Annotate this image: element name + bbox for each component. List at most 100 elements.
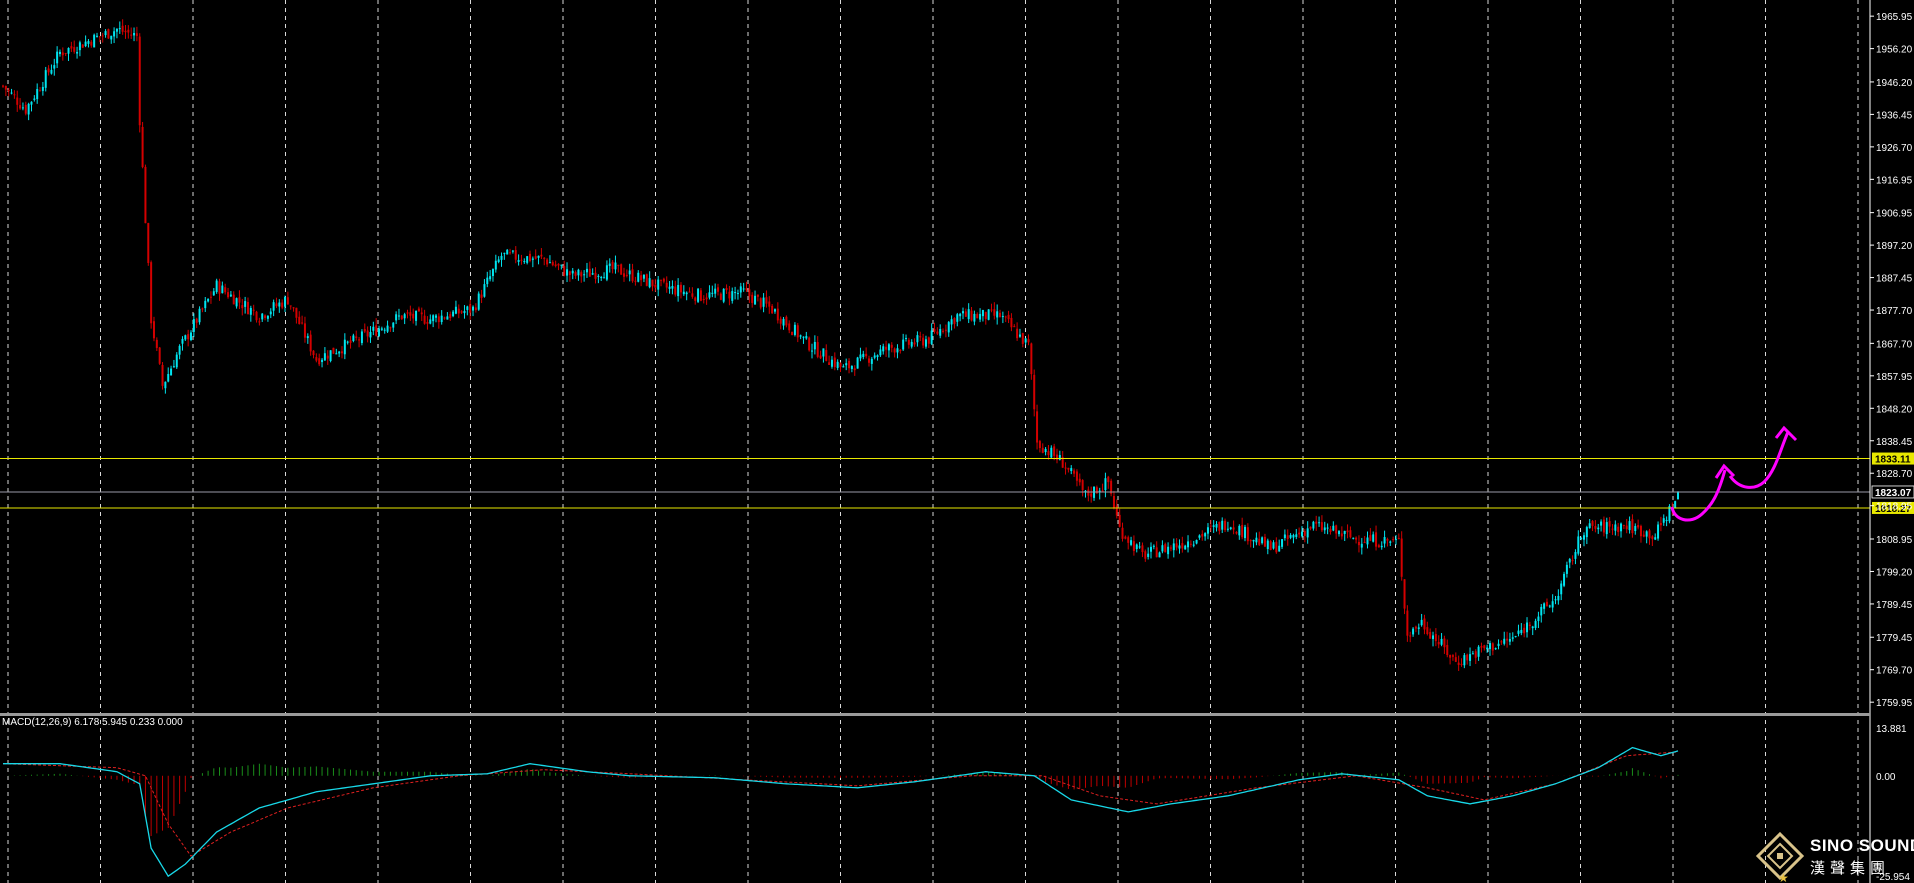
candle-body — [1406, 610, 1409, 636]
candle-body — [511, 250, 514, 252]
candle-body — [591, 273, 594, 275]
candle-body — [246, 302, 249, 315]
macd-y-tick-label: 13.881 — [1876, 724, 1907, 735]
candle-body — [1372, 534, 1375, 542]
candle-body — [560, 264, 563, 266]
candle-body — [1064, 467, 1067, 469]
candle-body — [833, 357, 836, 367]
candle-body — [742, 288, 745, 290]
y-tick-label: 1789.45 — [1876, 600, 1913, 611]
candle-body — [956, 314, 959, 322]
candle-body — [1303, 531, 1306, 536]
candle-body — [312, 350, 315, 356]
candle-body — [1095, 487, 1098, 494]
macd-axis: 13.881 0.00 -25.954 — [1876, 724, 1910, 883]
candle-body — [1580, 538, 1583, 540]
candle-body — [1053, 446, 1056, 456]
candle-body — [856, 357, 859, 369]
candle-body — [241, 305, 244, 309]
candle-body — [383, 329, 386, 331]
candle-body — [517, 260, 520, 262]
candle-body — [1115, 505, 1118, 516]
candle-body — [1167, 546, 1170, 555]
candle-body — [1084, 490, 1087, 492]
y-tick-label: 1887.45 — [1876, 274, 1913, 285]
candle-body — [204, 300, 207, 309]
candle-body — [1394, 539, 1397, 541]
candle-body — [585, 268, 588, 273]
candle-body — [1645, 531, 1648, 537]
candle-body — [346, 341, 349, 343]
candle-body — [1041, 447, 1044, 453]
candle-body — [58, 51, 61, 55]
candle-body — [1503, 638, 1506, 644]
candle-body — [628, 270, 631, 275]
candle-body — [1375, 532, 1378, 547]
candle-body — [73, 47, 76, 52]
candle-body — [691, 293, 694, 297]
candle-body — [1429, 632, 1432, 639]
candle-body — [261, 313, 264, 320]
candle-body — [594, 272, 597, 279]
candle-body — [1514, 636, 1517, 638]
candle-body — [326, 355, 329, 359]
candle-body — [1258, 538, 1261, 545]
candle-body — [172, 366, 175, 368]
candle-body — [1187, 541, 1190, 548]
candle-body — [1423, 618, 1426, 630]
panel-separator — [0, 713, 1870, 716]
candle-body — [1309, 526, 1312, 529]
candle-body — [1118, 514, 1121, 527]
candle-body — [1543, 603, 1546, 609]
candle-body — [1631, 519, 1634, 534]
candle-body — [571, 270, 574, 274]
candle-body — [1201, 533, 1204, 537]
candle-body — [93, 34, 96, 48]
candle-body — [389, 327, 392, 329]
candle-body — [850, 366, 853, 369]
candle-body — [1523, 627, 1526, 634]
lower-support-label: 1818.27 — [1875, 504, 1912, 515]
candle-body — [1204, 533, 1207, 537]
candle-body — [933, 329, 936, 332]
candle-body — [201, 308, 204, 310]
candle-body — [1209, 525, 1212, 527]
candle-body — [363, 329, 366, 332]
candle-body — [443, 317, 446, 319]
candle-body — [195, 318, 198, 323]
candle-body — [1403, 579, 1406, 609]
candle-body — [853, 368, 856, 371]
candle-body — [999, 312, 1002, 318]
candle-body — [1545, 601, 1548, 607]
candle-body — [734, 292, 737, 294]
candle-body — [432, 315, 435, 322]
candle-body — [412, 313, 415, 319]
candle-body — [1158, 552, 1161, 558]
candle-body — [751, 294, 754, 303]
candle-body — [275, 303, 278, 307]
candle-body — [150, 262, 153, 324]
candle-body — [1554, 599, 1557, 601]
candle-body — [1121, 527, 1124, 539]
candle-body — [67, 47, 70, 54]
candle-body — [1013, 326, 1016, 328]
candle-body — [1469, 654, 1472, 661]
candle-body — [1597, 527, 1600, 530]
candle-body — [947, 322, 950, 333]
candle-body — [811, 350, 814, 352]
forecast-arrowhead-2 — [1774, 425, 1798, 442]
candle-body — [2, 85, 4, 87]
candle-body — [828, 362, 831, 365]
candle-body — [41, 86, 44, 91]
candle-body — [890, 344, 893, 348]
candle-body — [235, 298, 238, 307]
candle-body — [1261, 537, 1264, 544]
candle-body — [1252, 540, 1255, 542]
candle-body — [899, 349, 902, 351]
candle-body — [1147, 553, 1150, 557]
candle-body — [1540, 606, 1543, 616]
y-tick-label: 1769.70 — [1876, 666, 1913, 677]
y-tick-label: 1857.95 — [1876, 372, 1913, 383]
candle-body — [437, 316, 440, 323]
candle-body — [1494, 648, 1497, 650]
